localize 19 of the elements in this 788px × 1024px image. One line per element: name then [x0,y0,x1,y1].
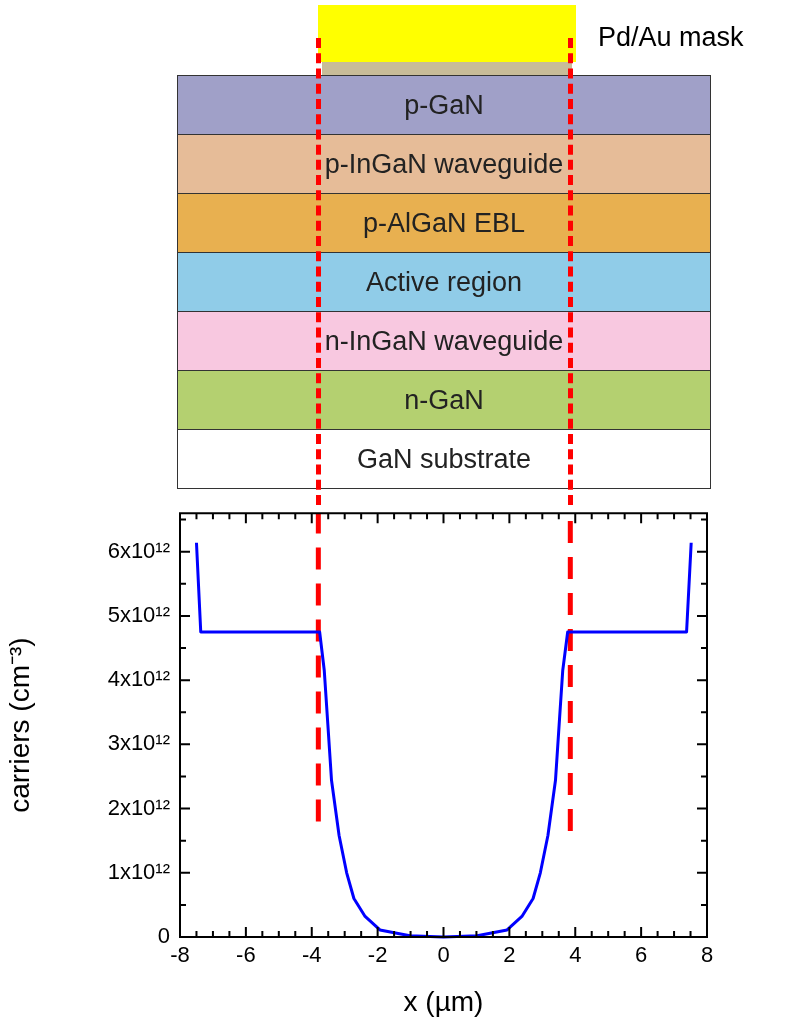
y-tick-label: 4x10¹² [107,666,170,692]
x-tick-label: 4 [569,942,582,968]
x-tick-label: -4 [301,942,322,968]
x-tick-label: 6 [635,942,648,968]
y-tick-label: 1x10¹² [107,858,170,884]
y-tick-label: 2x10¹² [107,794,170,820]
x-tick-label: -8 [170,942,190,968]
x-tick-label: -6 [236,942,256,968]
x-tick-label: 0 [437,942,450,968]
y-tick-label: 5x10¹² [107,602,170,627]
x-axis-title: x (µm) [403,985,484,1017]
x-tick-label: 2 [503,942,516,968]
x-tick-label: 8 [700,942,714,968]
y-tick-label: 6x10¹² [107,537,170,563]
y-axis-title: carriers (cm⁻³) [3,637,35,813]
y-tick-label: 0 [157,923,170,949]
text: Pd/Au mask [598,22,744,53]
x-tick-label: -2 [367,942,388,968]
y-tick-label: 3x10¹² [107,730,170,756]
